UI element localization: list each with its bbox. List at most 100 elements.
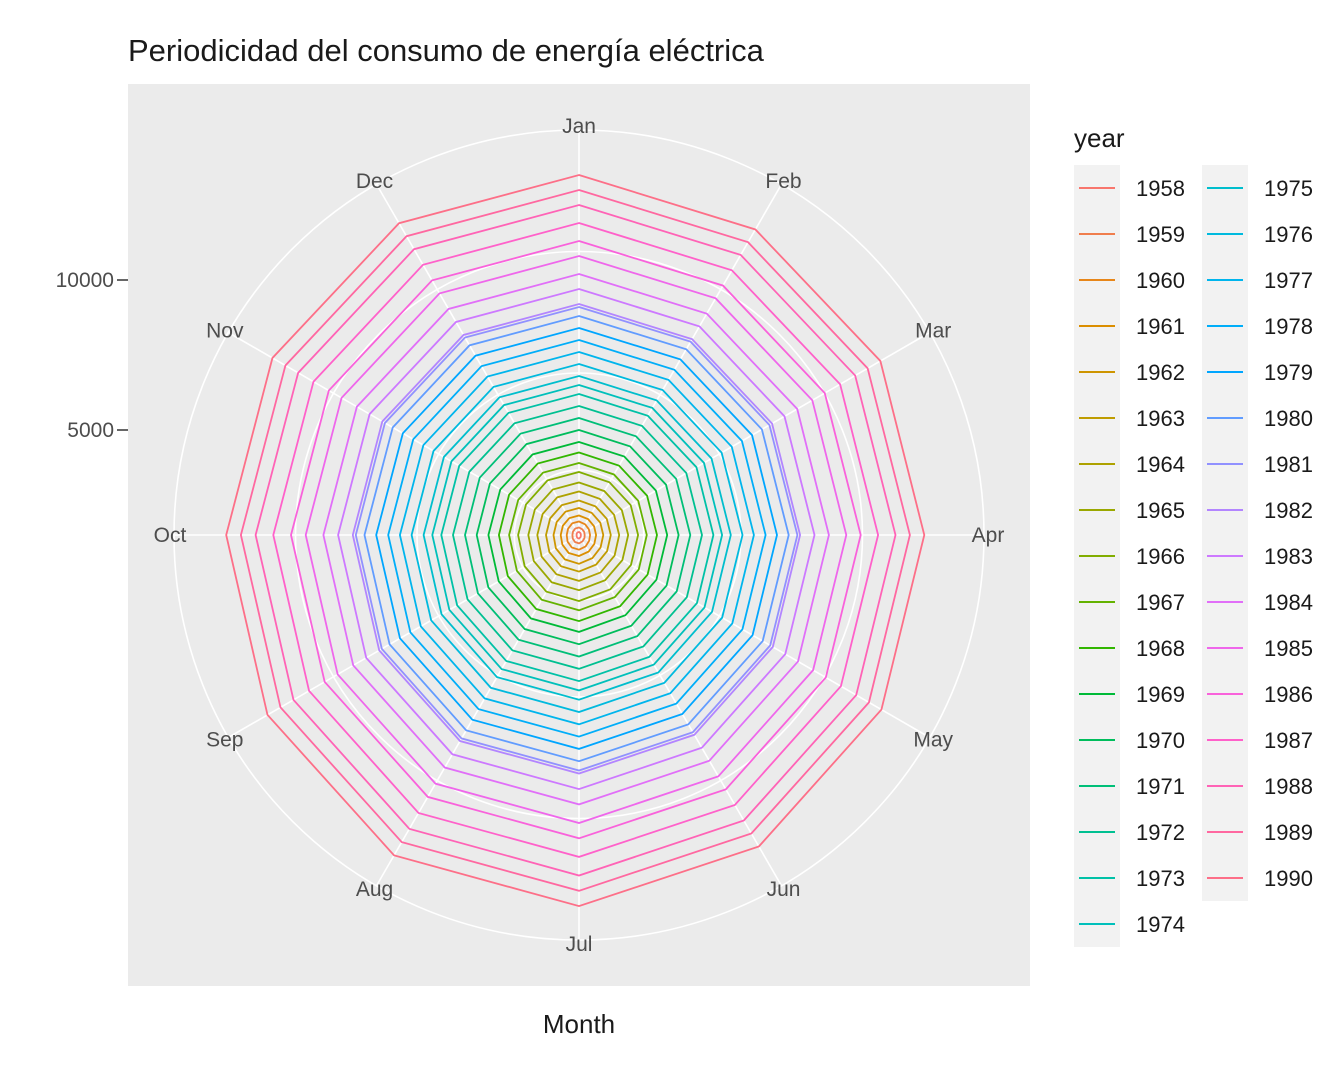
legend-label: 1985 [1264, 636, 1313, 661]
legend-label: 1983 [1264, 544, 1313, 569]
legend-label: 1990 [1264, 866, 1313, 891]
series-line-1986 [290, 240, 862, 840]
legend-item-1981: 1981 [1202, 441, 1313, 487]
legend-title: year [1074, 123, 1125, 153]
legend-label: 1963 [1136, 406, 1185, 431]
series-line-1988 [254, 204, 897, 877]
series-line-1960 [565, 520, 592, 551]
series-line-1964 [536, 490, 621, 582]
legend-label: 1971 [1136, 774, 1185, 799]
legend-label: 1967 [1136, 590, 1185, 615]
month-label-May: May [913, 729, 953, 752]
legend-item-1961: 1961 [1074, 303, 1185, 349]
series-line-1971 [464, 417, 692, 658]
legend-item-1987: 1987 [1202, 717, 1313, 763]
legend-item-1980: 1980 [1202, 395, 1313, 441]
legend-item-1965: 1965 [1074, 487, 1185, 533]
legend-label: 1965 [1136, 498, 1185, 523]
legend-label: 1975 [1264, 176, 1313, 201]
grid-spoke-May [578, 534, 931, 739]
legend-label: 1978 [1264, 314, 1313, 339]
x-axis-title: Month [543, 1009, 615, 1039]
legend-item-1963: 1963 [1074, 395, 1185, 441]
legend-label: 1981 [1264, 452, 1313, 477]
series-line-1977 [398, 351, 755, 726]
legend-label: 1959 [1136, 222, 1185, 247]
series-line-1989 [239, 189, 911, 892]
series-line-1962 [552, 507, 605, 565]
legend-label: 1979 [1264, 360, 1313, 385]
legend-label: 1964 [1136, 452, 1185, 477]
legend-item-1972: 1972 [1074, 809, 1185, 855]
series-line-1976 [410, 363, 744, 713]
legend-item-1960: 1960 [1074, 257, 1185, 303]
legend-label: 1986 [1264, 682, 1313, 707]
legend-label: 1984 [1264, 590, 1313, 615]
legend-item-1977: 1977 [1202, 257, 1313, 303]
series-line-1969 [487, 441, 669, 633]
legend-item-1985: 1985 [1202, 625, 1313, 671]
series-line-1970 [475, 429, 680, 646]
series-line-1968 [497, 451, 658, 623]
month-label-Oct: Oct [154, 524, 187, 547]
series-line-1972 [452, 405, 703, 670]
legend-item-1970: 1970 [1074, 717, 1185, 763]
series-line-1959 [571, 526, 586, 545]
legend-label: 1974 [1136, 912, 1185, 937]
legend-label: 1968 [1136, 636, 1185, 661]
legend-item-1982: 1982 [1202, 487, 1313, 533]
series-line-1966 [517, 471, 640, 602]
legend-label: 1958 [1136, 176, 1185, 201]
series-line-1967 [508, 462, 648, 612]
month-label-Feb: Feb [765, 170, 801, 193]
legend-item-1966: 1966 [1074, 533, 1185, 579]
legend-label: 1962 [1136, 360, 1185, 385]
legend-item-1973: 1973 [1074, 855, 1185, 901]
series-line-1973 [440, 393, 715, 683]
series-line-1963 [545, 499, 612, 573]
legend-item-1978: 1978 [1202, 303, 1313, 349]
legend-label: 1980 [1264, 406, 1313, 431]
legend: year 1958 1959 1960 1961 1962 1963 1964 1965 196… [1074, 123, 1313, 947]
legend-item-1959: 1959 [1074, 211, 1185, 257]
legend-item-1958: 1958 [1074, 165, 1185, 211]
grid-spoke-Sep [227, 534, 580, 739]
legend-label: 1982 [1264, 498, 1313, 523]
legend-label: 1969 [1136, 682, 1185, 707]
series-line-1978 [387, 339, 767, 738]
series-line-1985 [304, 255, 848, 824]
series-line-1979 [375, 327, 778, 750]
month-label-Jul: Jul [566, 933, 593, 956]
legend-label: 1988 [1264, 774, 1313, 799]
legend-item-1974: 1974 [1074, 901, 1185, 947]
legend-label: 1966 [1136, 544, 1185, 569]
series-lines [225, 174, 926, 908]
month-labels: Jan Feb Mar Apr May Jun Jul Aug Sep Oct Nov Dec [154, 115, 1005, 956]
legend-label: 1972 [1136, 820, 1185, 845]
month-label-Aug: Aug [356, 878, 393, 901]
legend-item-1968: 1968 [1074, 625, 1185, 671]
legend-item-1975: 1975 [1202, 165, 1313, 211]
legend-label: 1989 [1264, 820, 1313, 845]
legend-item-1971: 1971 [1074, 763, 1185, 809]
series-line-1987 [272, 222, 880, 858]
series-line-1975 [422, 375, 732, 701]
legend-item-1989: 1989 [1202, 809, 1313, 855]
series-line-1965 [527, 481, 630, 592]
grid-spoke-Aug [375, 534, 580, 887]
legend-item-1984: 1984 [1202, 579, 1313, 625]
legend-label: 1977 [1264, 268, 1313, 293]
month-label-Jan: Jan [562, 115, 596, 138]
legend-item-1967: 1967 [1074, 579, 1185, 625]
series-line-1984 [322, 273, 830, 806]
legend-item-1962: 1962 [1074, 349, 1185, 395]
y-tick-label-5000: 5000 [67, 419, 114, 442]
series-line-1980 [363, 315, 790, 763]
series-line-1958 [575, 531, 582, 540]
month-label-Jun: Jun [767, 878, 801, 901]
legend-label: 1987 [1264, 728, 1313, 753]
legend-item-1986: 1986 [1202, 671, 1313, 717]
legend-label: 1973 [1136, 866, 1185, 891]
month-label-Apr: Apr [972, 524, 1005, 547]
